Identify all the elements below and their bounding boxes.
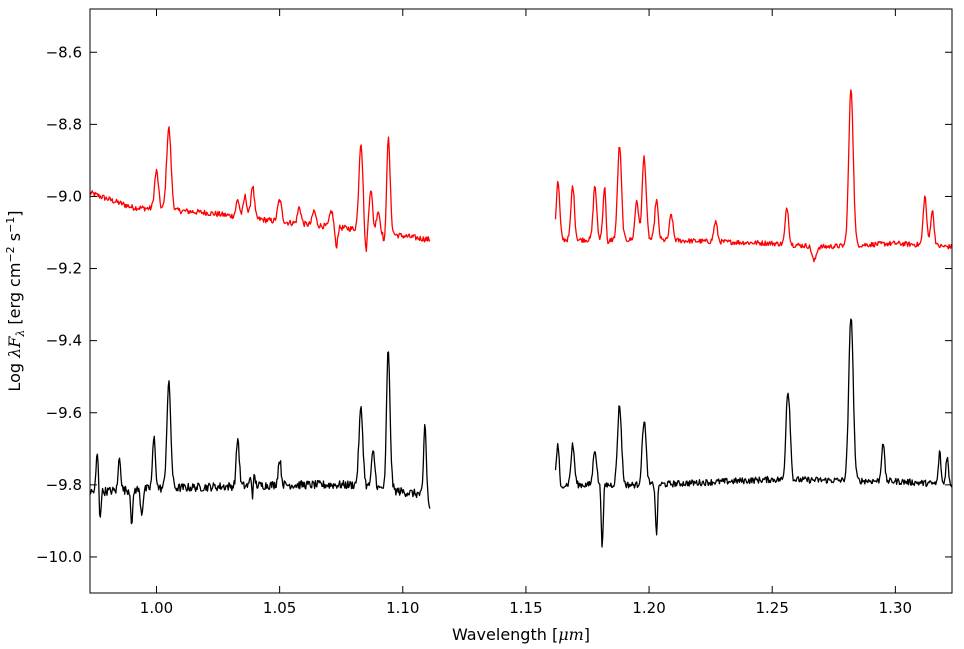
y-tick-label: −10.0 [36,548,82,566]
x-tick-label: 1.25 [756,599,789,617]
series-layer [90,89,952,548]
y-axis-label: Log λFλ [erg cm−2 s−1] [4,210,27,391]
y-axis-ticks: −8.6 −8.8 −9.0 −9.2 −9.4 −9.6 −9.8 −10.0 [36,43,952,566]
x-tick-label: 1.05 [263,599,296,617]
x-tick-label: 1.15 [509,599,542,617]
x-axis-label: Wavelength [μm] [452,625,590,644]
red-spectrum-segment-2 [554,89,952,263]
x-tick-label: 1.30 [879,599,912,617]
red-spectrum-segment-1 [90,126,431,253]
x-tick-label: 1.00 [140,599,173,617]
plot-frame [89,8,953,594]
black-spectrum-segment-2 [554,318,952,548]
y-tick-label: −8.8 [46,115,82,133]
x-axis-ticks: 1.00 1.05 1.10 1.15 1.20 1.25 1.30 [140,9,912,617]
black-spectrum-segment-1 [90,351,431,525]
x-tick-label: 1.20 [632,599,665,617]
y-tick-label: −9.8 [46,476,82,494]
y-tick-label: −9.0 [46,187,82,205]
y-tick-label: −9.2 [46,260,82,278]
y-tick-label: −9.4 [46,332,82,350]
y-tick-label: −8.6 [46,43,82,61]
y-tick-label: −9.6 [46,404,82,422]
x-axis-unit: μm [558,625,584,644]
x-tick-label: 1.10 [386,599,419,617]
